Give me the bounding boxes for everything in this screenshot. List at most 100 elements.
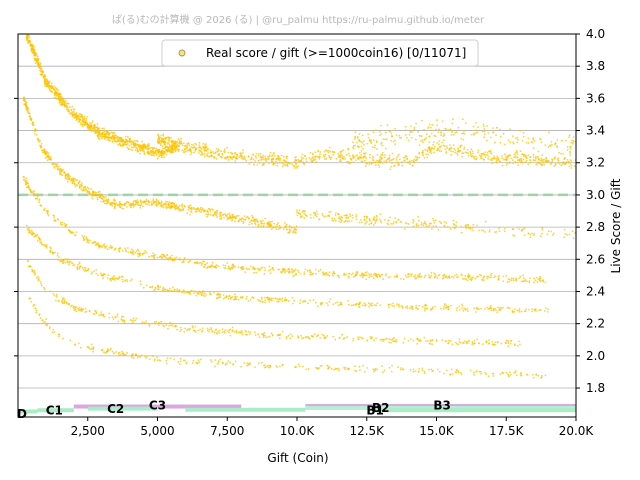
point: [57, 333, 60, 336]
point: [192, 329, 195, 332]
point: [267, 158, 270, 160]
point: [79, 122, 82, 124]
point: [73, 180, 76, 183]
point: [370, 273, 372, 276]
point: [480, 370, 482, 373]
point: [126, 143, 129, 146]
point: [150, 201, 153, 203]
point: [363, 274, 366, 277]
point: [69, 175, 71, 178]
point: [111, 350, 114, 353]
point: [43, 81, 46, 84]
point: [200, 358, 202, 361]
point: [465, 341, 468, 344]
point: [475, 157, 478, 160]
point: [279, 298, 281, 300]
point: [284, 164, 287, 167]
point: [65, 175, 67, 177]
point: [541, 229, 544, 231]
point: [105, 202, 108, 205]
point: [389, 168, 391, 171]
point: [181, 261, 184, 264]
point: [296, 167, 298, 169]
point: [291, 335, 294, 337]
point: [121, 350, 123, 353]
point: [534, 157, 537, 160]
point: [265, 336, 267, 339]
point: [318, 158, 321, 160]
point: [79, 184, 81, 186]
point: [173, 325, 176, 328]
point: [182, 142, 185, 145]
point: [25, 177, 27, 180]
point: [240, 267, 242, 269]
point: [487, 275, 490, 278]
point: [429, 276, 432, 279]
point: [350, 158, 353, 161]
point: [101, 127, 104, 130]
point: [312, 299, 315, 301]
point: [462, 309, 465, 312]
point: [522, 274, 524, 277]
point: [358, 365, 361, 368]
point: [148, 153, 151, 156]
point: [39, 140, 41, 143]
point: [311, 153, 314, 156]
point: [570, 167, 573, 169]
point: [66, 258, 69, 261]
point: [102, 313, 105, 316]
point: [364, 304, 366, 307]
point: [508, 307, 511, 310]
point: [375, 129, 377, 132]
point: [508, 161, 511, 163]
legend[interactable]: Real score / gift (>=1000coin16) [0/1107…: [161, 39, 479, 67]
point: [390, 222, 392, 225]
point: [131, 356, 133, 358]
point: [569, 150, 571, 153]
point: [178, 139, 181, 142]
point: [136, 203, 139, 206]
point: [142, 148, 145, 150]
point: [144, 250, 147, 252]
point: [348, 367, 350, 370]
point: [434, 305, 437, 308]
point: [282, 270, 284, 273]
point: [281, 297, 284, 300]
point: [252, 158, 255, 161]
point: [198, 141, 201, 144]
point: [397, 153, 400, 156]
point: [199, 146, 202, 149]
point: [293, 299, 296, 302]
point: [476, 308, 479, 311]
point: [33, 48, 36, 51]
point: [62, 297, 64, 299]
point: [475, 370, 478, 373]
point: [392, 337, 395, 340]
point: [156, 202, 159, 205]
point: [222, 264, 225, 266]
point: [501, 371, 504, 374]
point: [250, 161, 253, 164]
point: [511, 159, 514, 162]
point: [110, 347, 112, 350]
point: [209, 149, 212, 152]
point: [460, 231, 463, 234]
point: [133, 145, 136, 148]
point: [421, 151, 424, 154]
point: [58, 165, 60, 168]
point: [114, 199, 116, 202]
y-tick-label-6: 3.0: [586, 188, 605, 202]
point: [520, 161, 523, 163]
point: [109, 132, 111, 135]
point: [372, 146, 374, 148]
point: [186, 329, 188, 332]
point: [376, 148, 378, 151]
point: [227, 360, 230, 363]
point: [452, 219, 455, 222]
point: [395, 338, 398, 341]
point: [219, 358, 222, 361]
point: [416, 275, 419, 278]
point: [43, 209, 46, 211]
point: [236, 154, 239, 156]
point: [43, 207, 46, 210]
